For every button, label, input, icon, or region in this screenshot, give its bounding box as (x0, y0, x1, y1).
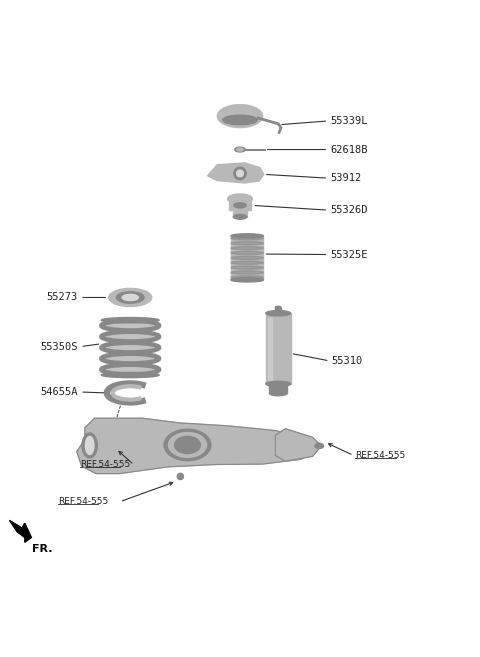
Ellipse shape (233, 214, 247, 219)
Text: REF.54-555: REF.54-555 (58, 497, 108, 507)
Text: 55326D: 55326D (331, 205, 368, 215)
Text: 55325E: 55325E (331, 250, 368, 260)
Ellipse shape (266, 381, 290, 386)
Bar (269, 384, 287, 394)
Ellipse shape (228, 194, 252, 204)
Text: REF.54-555: REF.54-555 (80, 461, 131, 470)
Polygon shape (207, 163, 264, 183)
Ellipse shape (101, 317, 159, 323)
Ellipse shape (101, 353, 159, 363)
Ellipse shape (231, 261, 264, 264)
Bar (268, 318, 272, 380)
Ellipse shape (269, 391, 287, 396)
Bar (228, 198, 252, 210)
Ellipse shape (101, 332, 159, 342)
Bar (231, 236, 264, 280)
Ellipse shape (315, 443, 324, 449)
Text: FR.: FR. (33, 544, 53, 555)
Ellipse shape (101, 321, 159, 330)
Ellipse shape (223, 115, 257, 125)
Ellipse shape (164, 429, 211, 461)
Ellipse shape (116, 292, 144, 304)
Text: 62618B: 62618B (331, 145, 368, 154)
Text: 55339L: 55339L (331, 116, 368, 126)
Ellipse shape (177, 473, 183, 480)
Text: REF.54-555: REF.54-555 (356, 451, 406, 460)
Ellipse shape (231, 237, 264, 240)
Text: 55310: 55310 (332, 356, 363, 366)
Ellipse shape (231, 266, 264, 269)
Polygon shape (276, 429, 321, 461)
Bar (233, 209, 247, 217)
Ellipse shape (101, 343, 159, 352)
Ellipse shape (231, 276, 264, 279)
Text: 53912: 53912 (331, 173, 362, 183)
Text: 55273: 55273 (47, 292, 78, 302)
Ellipse shape (231, 256, 264, 260)
Polygon shape (77, 419, 319, 474)
Ellipse shape (217, 104, 263, 127)
Ellipse shape (234, 203, 246, 208)
Ellipse shape (276, 306, 281, 309)
Ellipse shape (101, 373, 159, 378)
Ellipse shape (231, 234, 264, 238)
Polygon shape (10, 520, 32, 542)
Ellipse shape (231, 246, 264, 250)
Ellipse shape (237, 148, 243, 151)
Ellipse shape (122, 294, 138, 301)
Bar (266, 313, 290, 384)
Ellipse shape (231, 242, 264, 245)
Ellipse shape (85, 436, 94, 455)
Ellipse shape (231, 278, 264, 282)
Ellipse shape (234, 167, 246, 179)
Ellipse shape (231, 252, 264, 255)
Ellipse shape (82, 433, 97, 458)
Ellipse shape (101, 365, 159, 374)
Ellipse shape (235, 147, 245, 152)
Ellipse shape (175, 436, 200, 453)
Ellipse shape (168, 432, 206, 457)
Ellipse shape (109, 288, 152, 307)
Ellipse shape (231, 271, 264, 274)
Bar (276, 307, 281, 347)
Ellipse shape (237, 170, 243, 177)
Ellipse shape (266, 311, 290, 316)
Text: 55350S: 55350S (40, 342, 78, 351)
Text: 54655A: 54655A (40, 387, 78, 397)
